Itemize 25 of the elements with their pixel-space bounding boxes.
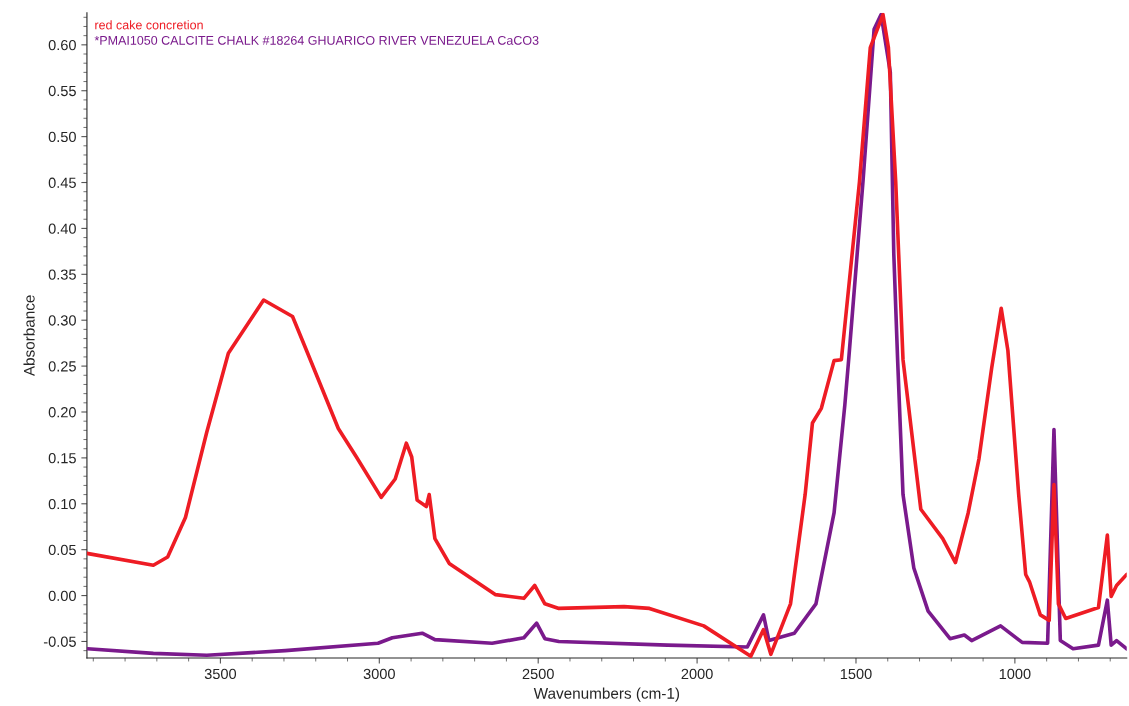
x-tick-label: 1500 — [840, 668, 872, 680]
x-tick-label: 3500 — [204, 668, 237, 680]
x-tick-label: 1000 — [999, 668, 1031, 680]
text: *PMAI1050 CALCITE CHALK #18264 GHUARICO RIVER VENEZUELA CaCO3 — [94, 35, 539, 45]
y-tick-label: -0.05 — [43, 636, 76, 647]
y-tick-label: 0.55 — [48, 85, 76, 97]
y-tick-label: 0.30 — [48, 315, 76, 326]
x-tick-label: 2000 — [681, 668, 713, 680]
y-tick-label: 0.10 — [48, 498, 76, 510]
y-tick-label: 0.35 — [48, 269, 76, 280]
line-series — [86, 12, 1127, 658]
y-tick-label: 0.45 — [48, 177, 76, 188]
y-tick-label: 0.40 — [48, 223, 76, 234]
x-tick-label: 3000 — [363, 668, 395, 680]
y-tick-label: 0.15 — [48, 452, 76, 464]
x-tick-label: 2500 — [522, 668, 554, 680]
y-axis-title: Absorbance — [23, 295, 35, 377]
y-tick-label: 0.20 — [48, 407, 76, 418]
y-tick-label: 0.05 — [48, 544, 76, 556]
y-tick-label: 0.60 — [48, 39, 76, 51]
x-axis-title: Wavenumbers (cm-1) — [533, 687, 680, 702]
y-tick-label: 0.00 — [48, 590, 76, 601]
y-tick-label: 0.25 — [48, 361, 76, 372]
text: red cake concretion — [95, 20, 203, 30]
y-tick-label: 0.50 — [48, 131, 76, 143]
